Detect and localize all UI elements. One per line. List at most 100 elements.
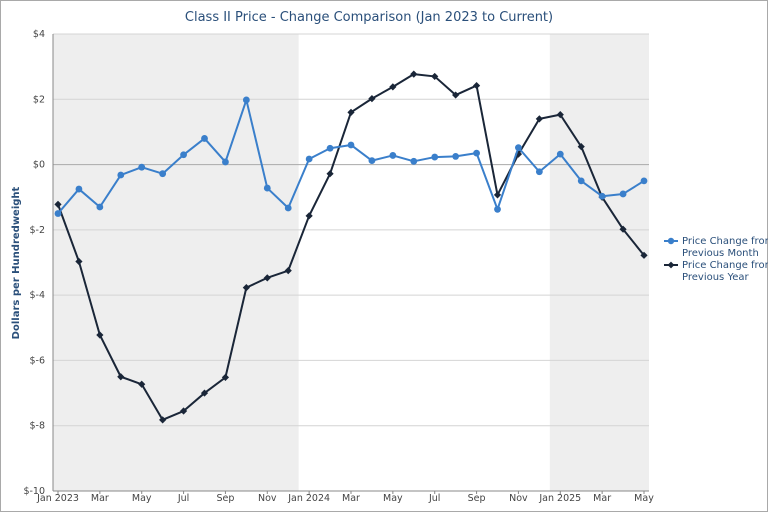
data-point <box>535 168 543 176</box>
data-point <box>577 143 585 151</box>
y-tick-label: $-8 <box>29 421 45 432</box>
data-point <box>305 155 313 163</box>
data-point <box>514 150 523 158</box>
data-point <box>577 177 585 185</box>
data-point <box>75 257 83 266</box>
y-tick-labels: $4 $2 $0 $-2 $-4 $-6 $-8 $-10 <box>23 29 45 497</box>
data-point <box>179 407 188 415</box>
chart-title: Class II Price - Change Comparison (Jan … <box>185 10 553 25</box>
data-point <box>242 284 250 292</box>
data-point <box>263 184 271 192</box>
shaded-band-0 <box>53 34 299 491</box>
data-point <box>117 373 125 381</box>
data-point <box>347 108 355 116</box>
x-tick-label: Mar <box>91 493 109 504</box>
data-point <box>159 170 167 178</box>
data-point <box>96 203 104 211</box>
x-tick-label: May <box>132 493 152 504</box>
data-point <box>473 149 480 157</box>
legend-marker <box>667 237 675 245</box>
data-point <box>326 170 334 178</box>
data-point <box>138 163 146 171</box>
x-tick-label: May <box>383 493 403 504</box>
series-1 <box>54 70 648 424</box>
x-tick-label: Sep <box>468 493 486 504</box>
data-point <box>117 171 125 179</box>
data-point <box>159 416 167 424</box>
data-point <box>640 177 648 185</box>
data-point <box>347 141 355 149</box>
x-tick-label: May <box>634 493 654 504</box>
data-point <box>493 191 502 199</box>
y-tick-label: $-10 <box>23 486 45 497</box>
x-tick-label: Nov <box>258 493 277 504</box>
x-tick-label: Jan 2025 <box>538 493 581 504</box>
y-tick-label: $0 <box>33 160 45 171</box>
data-point <box>431 153 439 161</box>
legend-marker <box>667 261 675 269</box>
data-point <box>326 144 334 152</box>
x-tick-label: Jul <box>177 493 189 504</box>
data-point <box>138 380 146 388</box>
data-point <box>598 192 606 200</box>
data-point <box>452 91 460 99</box>
y-tick-label: $-2 <box>29 225 45 236</box>
x-tick-labels: Jan 2023 Mar May Jul Sep Nov Jan 2024 Mar May Jul… <box>36 491 654 504</box>
y-axis-label: Dollars per Hundredweight <box>11 186 22 339</box>
data-point <box>619 225 627 233</box>
x-tick-label: Sep <box>216 493 234 504</box>
data-point <box>410 70 418 78</box>
legend-item-1: Price Change from Previous Year <box>664 260 768 283</box>
y-tick-label: $2 <box>33 94 45 105</box>
legend-label: Price Change from Previous Year <box>682 260 768 283</box>
data-point <box>305 212 313 220</box>
gridlines <box>53 33 649 492</box>
data-point <box>96 331 104 339</box>
data-point <box>556 150 564 158</box>
data-point <box>284 267 292 275</box>
data-point <box>368 95 376 103</box>
x-tick-label: Mar <box>342 493 360 504</box>
data-point <box>200 389 209 397</box>
data-point <box>222 158 229 166</box>
data-point <box>368 157 376 165</box>
data-point <box>619 190 627 198</box>
data-point <box>515 144 522 151</box>
data-point <box>410 157 418 165</box>
x-tick-label: Mar <box>593 493 611 504</box>
data-point <box>263 274 271 282</box>
y-tick-label: $-6 <box>29 355 45 366</box>
data-point <box>221 373 230 382</box>
data-point <box>640 251 648 259</box>
data-point <box>389 83 397 91</box>
shaded-bands <box>53 34 649 491</box>
data-point <box>472 81 481 90</box>
legend-item-0: Price Change from Previous Month <box>664 236 768 259</box>
data-point <box>494 205 501 213</box>
data-point <box>201 135 208 142</box>
y-tick-label: $-4 <box>29 290 45 301</box>
x-tick-label: Jul <box>428 493 440 504</box>
x-tick-label: Jan 2024 <box>287 493 330 504</box>
legend-label: Price Change from Previous Month <box>682 236 768 259</box>
x-tick-label: Nov <box>509 493 528 504</box>
data-point <box>75 185 83 193</box>
data-point <box>389 152 397 159</box>
data-point <box>180 151 187 159</box>
data-point <box>284 204 292 212</box>
y-tick-label: $4 <box>33 29 45 40</box>
series-layer <box>54 70 648 424</box>
data-point <box>54 200 62 208</box>
x-tick-label: Jan 2023 <box>36 493 79 504</box>
series-0 <box>54 96 648 217</box>
data-point <box>54 210 62 217</box>
data-point <box>431 72 439 81</box>
data-point <box>242 96 250 104</box>
data-point <box>556 111 564 119</box>
shaded-band-1 <box>549 34 649 491</box>
data-point <box>452 153 460 160</box>
data-point <box>535 115 543 123</box>
